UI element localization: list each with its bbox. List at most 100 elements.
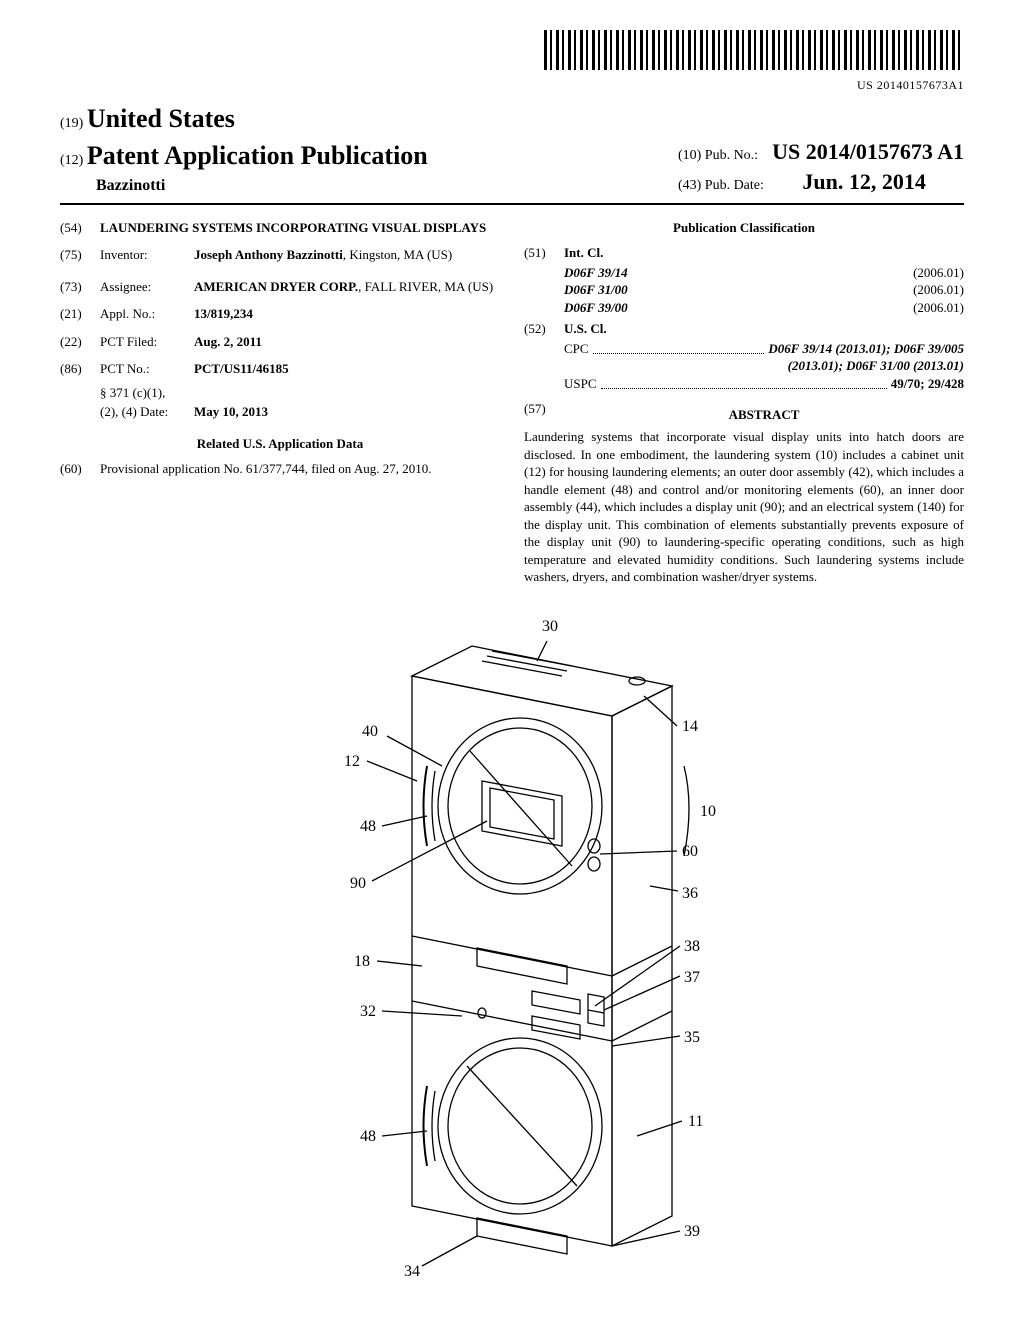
- uspc-tag: USPC: [564, 375, 597, 393]
- pctno-label: PCT No.:: [100, 360, 186, 378]
- assignee-label: Assignee:: [100, 278, 186, 296]
- pub-no-line: (10) Pub. No.: US 2014/0157673 A1: [678, 137, 964, 167]
- inventor-label: Inventor:: [100, 246, 186, 264]
- pub-date-line: (43) Pub. Date: Jun. 12, 2014: [678, 167, 964, 197]
- country-code: (19): [60, 116, 83, 131]
- country-name: United States: [87, 104, 235, 133]
- fig-label: 38: [684, 938, 700, 955]
- pctfiled-code: (22): [60, 333, 92, 351]
- title-code: (54): [60, 219, 92, 237]
- s371-sub: (2), (4) Date:: [100, 403, 186, 421]
- title-field: (54) LAUNDERING SYSTEMS INCORPORATING VI…: [60, 219, 500, 237]
- uscl-code: (52): [524, 320, 556, 338]
- fig-label: 48: [360, 818, 376, 835]
- pubclass-head: Publication Classification: [524, 219, 964, 237]
- abstract-code: (57): [524, 400, 556, 424]
- fig-label: 30: [542, 618, 558, 635]
- fig-label: 18: [354, 953, 370, 970]
- doc-type-line: (12) Patent Application Publication: [60, 138, 428, 173]
- intcl-item-code: D06F 39/14: [564, 264, 804, 282]
- fig-label: 12: [344, 753, 360, 770]
- inventor-code: (75): [60, 246, 92, 264]
- fig-label: 11: [688, 1113, 703, 1130]
- cpc-line: CPC D06F 39/14 (2013.01); D06F 39/005: [564, 340, 964, 358]
- fig-label: 39: [684, 1223, 700, 1240]
- uscl-label: U.S. Cl.: [564, 321, 607, 336]
- abstract-head: ABSTRACT: [564, 406, 964, 424]
- fig-label: 32: [360, 1003, 376, 1020]
- pctno-field: (86) PCT No.: PCT/US11/46185: [60, 360, 500, 378]
- country-line: (19) United States: [60, 101, 428, 136]
- assignee-code: (73): [60, 278, 92, 296]
- barcode-number: US 20140157673A1: [60, 77, 964, 93]
- intcl-row: D06F 39/00 (2006.01): [564, 299, 964, 317]
- dotted-leader: [593, 353, 765, 354]
- document-header: (19) United States (12) Patent Applicati…: [60, 101, 964, 205]
- pubno-code: (10): [678, 148, 701, 163]
- fig-label: 14: [682, 718, 698, 735]
- intcl-row: D06F 39/14 (2006.01): [564, 264, 964, 282]
- doc-type: Patent Application Publication: [87, 141, 428, 170]
- biblio-columns: (54) LAUNDERING SYSTEMS INCORPORATING VI…: [60, 219, 964, 586]
- authors: Bazzinotti: [96, 175, 428, 197]
- intcl-item-code: D06F 31/00: [564, 281, 804, 299]
- cpc-tag: CPC: [564, 340, 589, 358]
- fig-label: 36: [682, 885, 698, 902]
- intcl-row: D06F 31/00 (2006.01): [564, 281, 964, 299]
- assignee-value: AMERICAN DRYER CORP., FALL RIVER, MA (US…: [194, 278, 500, 296]
- intcl-item-ver: (2006.01): [804, 264, 964, 282]
- cpc-val1: D06F 39/14 (2013.01); D06F 39/005: [768, 340, 964, 358]
- uscl-field: (52) U.S. Cl.: [524, 320, 964, 338]
- s371-field: § 371 (c)(1),: [60, 384, 500, 402]
- title-text: LAUNDERING SYSTEMS INCORPORATING VISUAL …: [100, 219, 500, 237]
- figure-svg: 30 40 12 48 90 18 32 48 34 14 10 60 36 3…: [232, 606, 792, 1286]
- applno-field: (21) Appl. No.: 13/819,234: [60, 305, 500, 323]
- fig-label: 34: [404, 1263, 420, 1280]
- assignee-field: (73) Assignee: AMERICAN DRYER CORP., FAL…: [60, 278, 500, 296]
- barcode-block: US 20140157673A1: [60, 30, 964, 93]
- uspc-line: USPC 49/70; 29/428: [564, 375, 964, 393]
- fig-label: 90: [350, 875, 366, 892]
- abstract-header: (57) ABSTRACT: [524, 400, 964, 424]
- intcl-item-ver: (2006.01): [804, 299, 964, 317]
- intcl-item-ver: (2006.01): [804, 281, 964, 299]
- fig-label: 60: [682, 843, 698, 860]
- doc-type-code: (12): [60, 153, 83, 168]
- dotted-leader: [601, 388, 887, 389]
- pubno-value: US 2014/0157673 A1: [772, 139, 964, 164]
- fig-label: 10: [700, 803, 716, 820]
- pubdate-value: Jun. 12, 2014: [802, 169, 925, 194]
- intcl-field: (51) Int. Cl.: [524, 244, 964, 262]
- fig-label: 48: [360, 1128, 376, 1145]
- provisional-field: (60) Provisional application No. 61/377,…: [60, 460, 500, 478]
- pctno-value: PCT/US11/46185: [194, 361, 289, 376]
- intcl-list: D06F 39/14 (2006.01) D06F 31/00 (2006.01…: [564, 264, 964, 317]
- inventor-value: Joseph Anthony Bazzinotti, Kingston, MA …: [194, 246, 500, 264]
- intcl-item-code: D06F 39/00: [564, 299, 804, 317]
- cpc-val2: (2013.01); D06F 31/00 (2013.01): [564, 357, 964, 375]
- inventor-name: Joseph Anthony Bazzinotti: [194, 247, 343, 262]
- pctfiled-value: Aug. 2, 2011: [194, 334, 262, 349]
- pubdate-code: (43): [678, 178, 701, 193]
- applno-label: Appl. No.:: [100, 305, 186, 323]
- fig-label: 37: [684, 969, 700, 986]
- pctfiled-field: (22) PCT Filed: Aug. 2, 2011: [60, 333, 500, 351]
- right-column: Publication Classification (51) Int. Cl.…: [524, 219, 964, 586]
- pctfiled-label: PCT Filed:: [100, 333, 186, 351]
- fig-label: 35: [684, 1029, 700, 1046]
- assignee-loc: , FALL RIVER, MA (US): [358, 279, 493, 294]
- s371-date-field: (2), (4) Date: May 10, 2013: [60, 403, 500, 421]
- left-column: (54) LAUNDERING SYSTEMS INCORPORATING VI…: [60, 219, 500, 586]
- pubdate-label: Pub. Date:: [705, 178, 764, 193]
- pctno-code: (86): [60, 360, 92, 378]
- pubno-label: Pub. No.:: [705, 148, 758, 163]
- applno-code: (21): [60, 305, 92, 323]
- uspc-val: 49/70; 29/428: [891, 376, 964, 391]
- inventor-field: (75) Inventor: Joseph Anthony Bazzinotti…: [60, 246, 500, 264]
- abstract-body: Laundering systems that incorporate visu…: [524, 428, 964, 586]
- s371-date: May 10, 2013: [194, 404, 268, 419]
- prov-text: Provisional application No. 61/377,744, …: [100, 460, 500, 478]
- related-data-head: Related U.S. Application Data: [60, 435, 500, 453]
- barcode: [544, 30, 964, 70]
- s371-label: § 371 (c)(1),: [100, 384, 500, 402]
